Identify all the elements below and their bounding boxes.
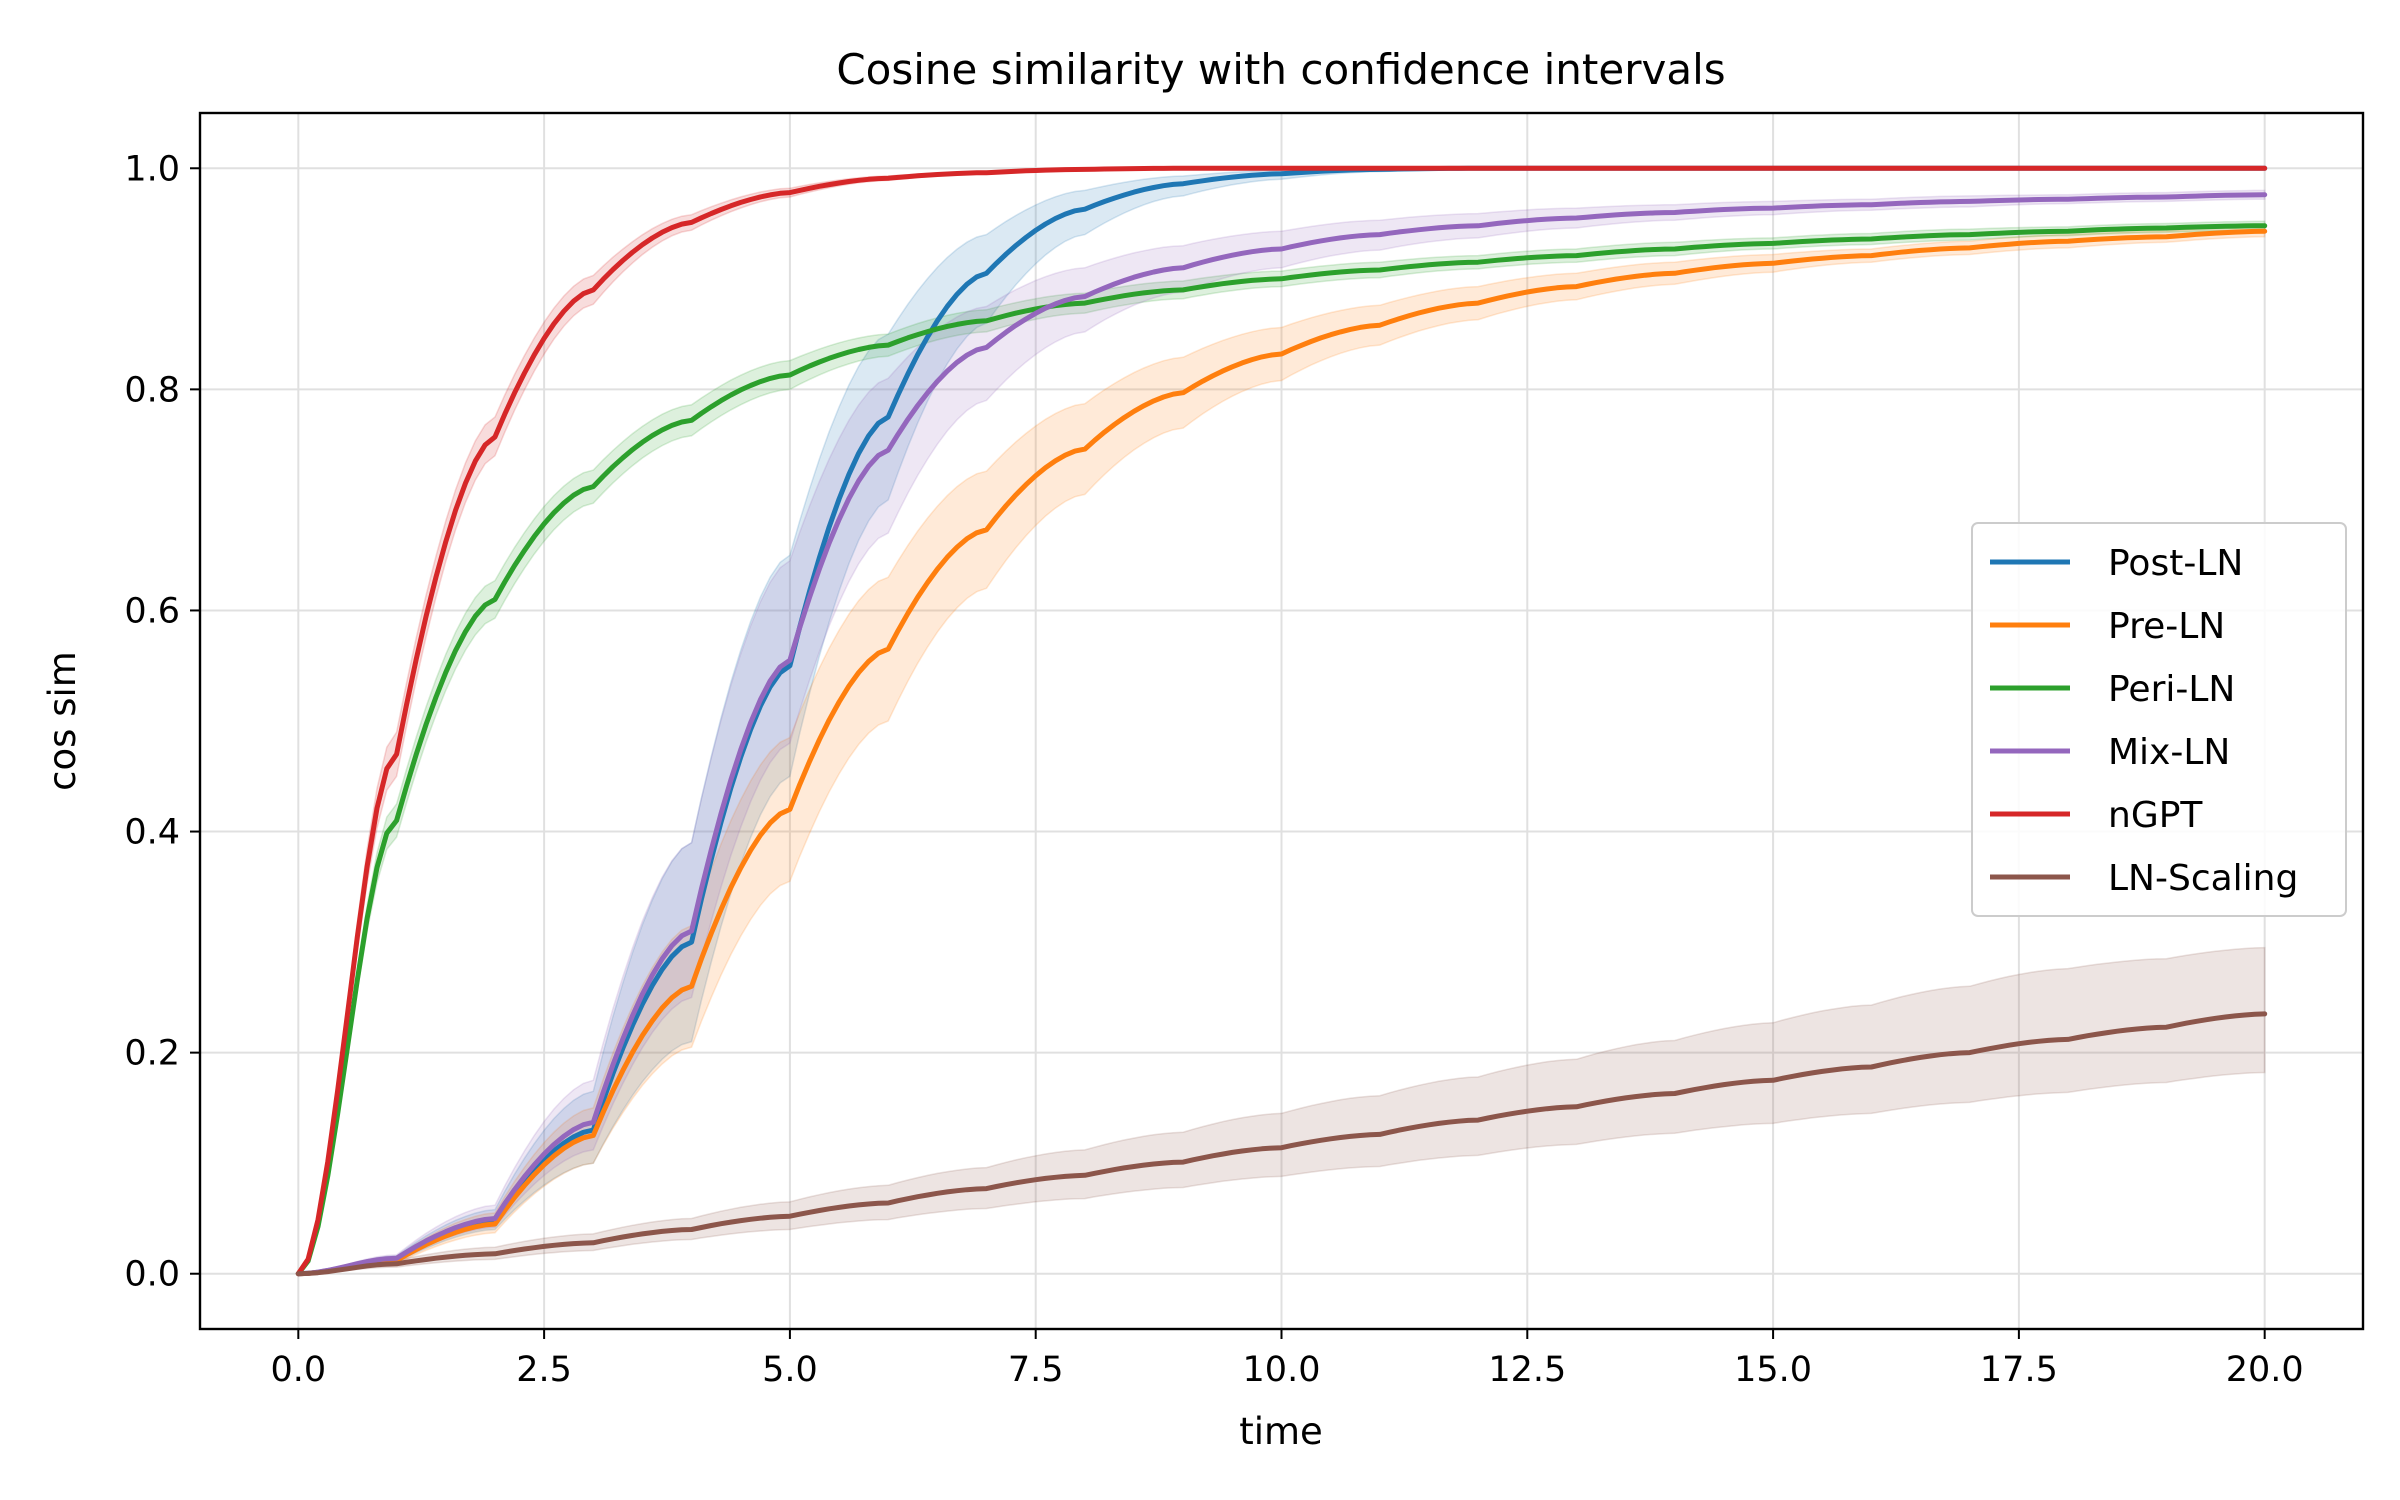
legend-label-mix-ln: Mix-LN (2108, 732, 2230, 773)
chart-title: Cosine similarity with confidence interv… (836, 45, 1725, 94)
x-tick-label: 15.0 (1734, 1350, 1812, 1390)
y-axis-label: cos sim (41, 651, 84, 791)
line-ngpt (295, 165, 2268, 1277)
y-tick-label: 0.6 (124, 591, 180, 631)
x-tick-label: 2.5 (516, 1350, 572, 1390)
x-axis-label: time (1239, 1410, 1323, 1453)
x-tick-label: 20.0 (2226, 1350, 2304, 1390)
legend-label-ln-scaling: LN-Scaling (2108, 858, 2298, 899)
legend: Post-LN Pre-LN Peri-LN Mix-LN nGPT LN-Scaling (1971, 522, 2347, 917)
y-tick-label: 0.2 (124, 1034, 180, 1074)
line-peri-ln (295, 223, 2268, 1277)
line-ln-scaling (295, 1011, 2268, 1277)
line-mix-ln (295, 192, 2268, 1277)
y-tick-label: 0.8 (124, 370, 180, 410)
x-axis-ticks: 0.0 2.5 5.0 7.5 10.0 12.5 15.0 17.5 20.0 (270, 1329, 2304, 1390)
x-tick-label: 5.0 (762, 1350, 818, 1390)
x-tick-label: 0.0 (270, 1350, 326, 1390)
band-ln-scaling (298, 946, 2266, 1275)
y-axis-ticks: 0.0 0.2 0.4 0.6 0.8 1.0 (124, 149, 200, 1295)
legend-label-post-ln: Post-LN (2108, 543, 2243, 584)
y-tick-label: 0.4 (124, 813, 180, 853)
x-tick-label: 7.5 (1008, 1350, 1064, 1390)
band-post-ln (298, 167, 2265, 1275)
x-tick-label: 10.0 (1243, 1350, 1321, 1390)
line-pre-ln (295, 228, 2268, 1277)
legend-label-pre-ln: Pre-LN (2108, 606, 2225, 647)
y-tick-label: 0.0 (124, 1255, 180, 1295)
legend-box (1971, 522, 2347, 917)
series-lines (295, 165, 2268, 1277)
y-tick-label: 1.0 (124, 149, 180, 189)
legend-label-ngpt: nGPT (2108, 795, 2203, 836)
legend-label-peri-ln: Peri-LN (2108, 669, 2235, 710)
x-tick-label: 12.5 (1488, 1350, 1566, 1390)
x-tick-label: 17.5 (1980, 1350, 2058, 1390)
